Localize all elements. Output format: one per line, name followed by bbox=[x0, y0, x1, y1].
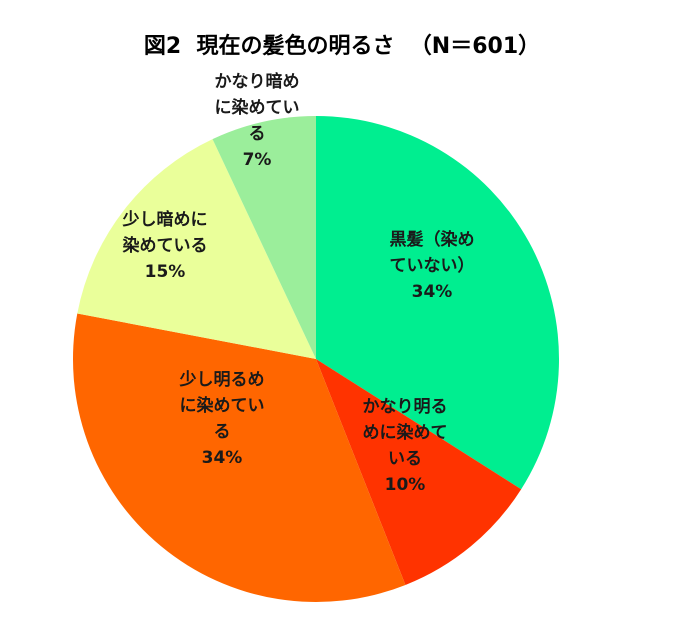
slice-name-label-2: いる bbox=[388, 449, 422, 469]
pie-slice-5 bbox=[212, 116, 316, 359]
slice-name-label-5: る bbox=[249, 124, 266, 144]
slice-name-label-3: に染めてい bbox=[180, 395, 265, 416]
pie-slice-1 bbox=[316, 116, 560, 490]
slice-value-label-5: 7% bbox=[243, 150, 272, 170]
pie-slices bbox=[72, 116, 560, 603]
slice-value-label-1: 34% bbox=[412, 282, 453, 302]
slice-name-label-1: 黒髪（染め bbox=[390, 229, 475, 250]
pie-slice-4 bbox=[77, 139, 316, 359]
slice-name-label-4: 少し暗めに bbox=[122, 209, 208, 230]
slice-name-label-2: めに染めて bbox=[363, 422, 448, 443]
slice-value-label-3: 34% bbox=[202, 448, 243, 468]
slice-value-label-2: 10% bbox=[385, 475, 426, 495]
slice-value-label-4: 15% bbox=[145, 262, 186, 282]
slice-name-label-3: る bbox=[214, 422, 231, 442]
pie-slice-2 bbox=[316, 359, 522, 585]
chart-title: 図2 現在の髪色の明るさ （N＝601） bbox=[143, 34, 541, 59]
slice-name-label-4: 染めている bbox=[123, 235, 208, 256]
pie-labels: 黒髪（染めていない）34%かなり明るめに染めている10%少し明るめに染めている3… bbox=[122, 71, 475, 495]
slice-name-label-3: 少し明るめ bbox=[179, 370, 265, 390]
slice-name-label-1: ていない） bbox=[390, 255, 475, 276]
slice-name-label-2: かなり明る bbox=[363, 397, 448, 417]
pie-slice-3 bbox=[72, 313, 406, 603]
slice-name-label-5: かなり暗め bbox=[215, 71, 300, 92]
slice-name-label-5: に染めてい bbox=[215, 97, 300, 118]
